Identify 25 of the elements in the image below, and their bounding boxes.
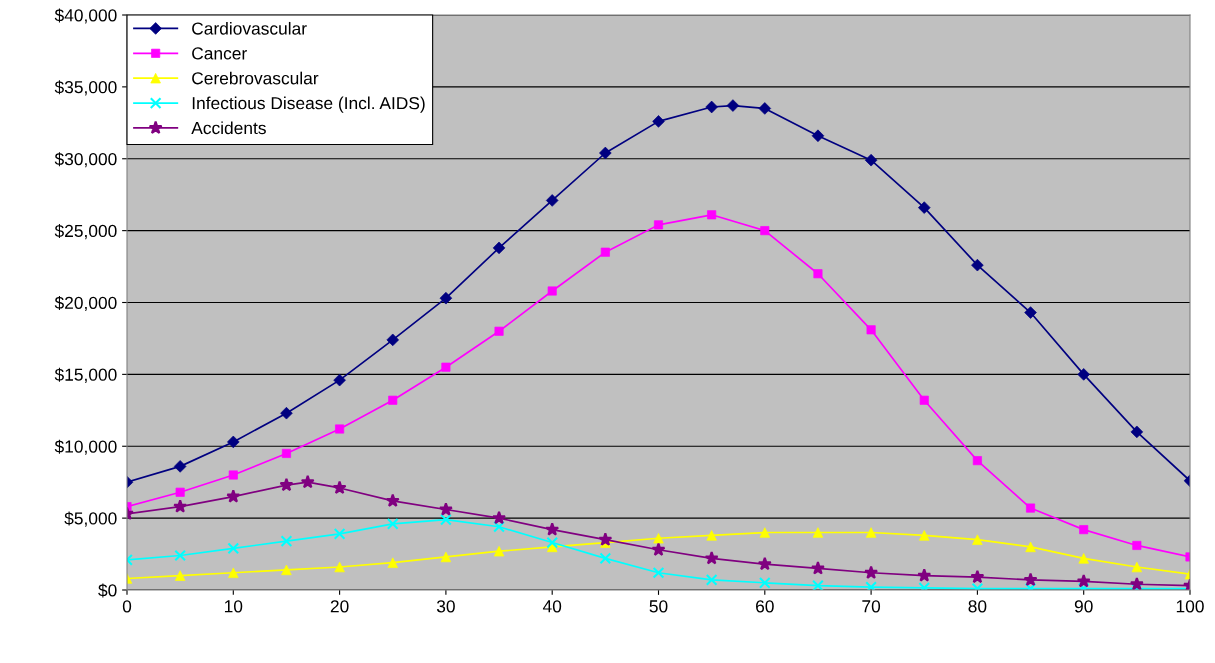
x-tick-label: 100 xyxy=(1176,600,1204,613)
y-tick-label: $0 xyxy=(98,583,117,598)
y-tick-label: $25,000 xyxy=(54,224,117,240)
x-tick-label: 80 xyxy=(968,600,987,613)
y-tick-label: $10,000 xyxy=(54,439,117,455)
x-tick-label: 50 xyxy=(649,600,668,613)
y-tick-label: $20,000 xyxy=(54,295,117,312)
y-tick-label: $35,000 xyxy=(54,80,117,96)
x-tick-label: 0 xyxy=(122,600,132,613)
x-tick-label: 70 xyxy=(862,600,881,613)
x-tick-label: 20 xyxy=(330,600,349,613)
legend-label: Accidents xyxy=(191,121,266,135)
legend-label: Cardiovascular xyxy=(192,21,307,35)
y-tick-label: $40,000 xyxy=(54,8,117,24)
y-tick-label: $30,000 xyxy=(54,152,117,168)
x-tick-label: 40 xyxy=(542,600,562,613)
x-tick-label: 10 xyxy=(224,600,243,613)
y-tick-label: $15,000 xyxy=(54,367,117,383)
legend-label: Cerebrovascular xyxy=(192,71,319,85)
x-tick-label: 60 xyxy=(756,600,774,613)
x-tick-label: 30 xyxy=(436,600,455,613)
legend-label: Cancer xyxy=(192,47,247,60)
x-tick-label: 90 xyxy=(1074,600,1093,613)
y-tick-label: $5,000 xyxy=(64,511,117,527)
legend-label: Infectious Disease (Incl. AIDS) xyxy=(192,96,425,113)
